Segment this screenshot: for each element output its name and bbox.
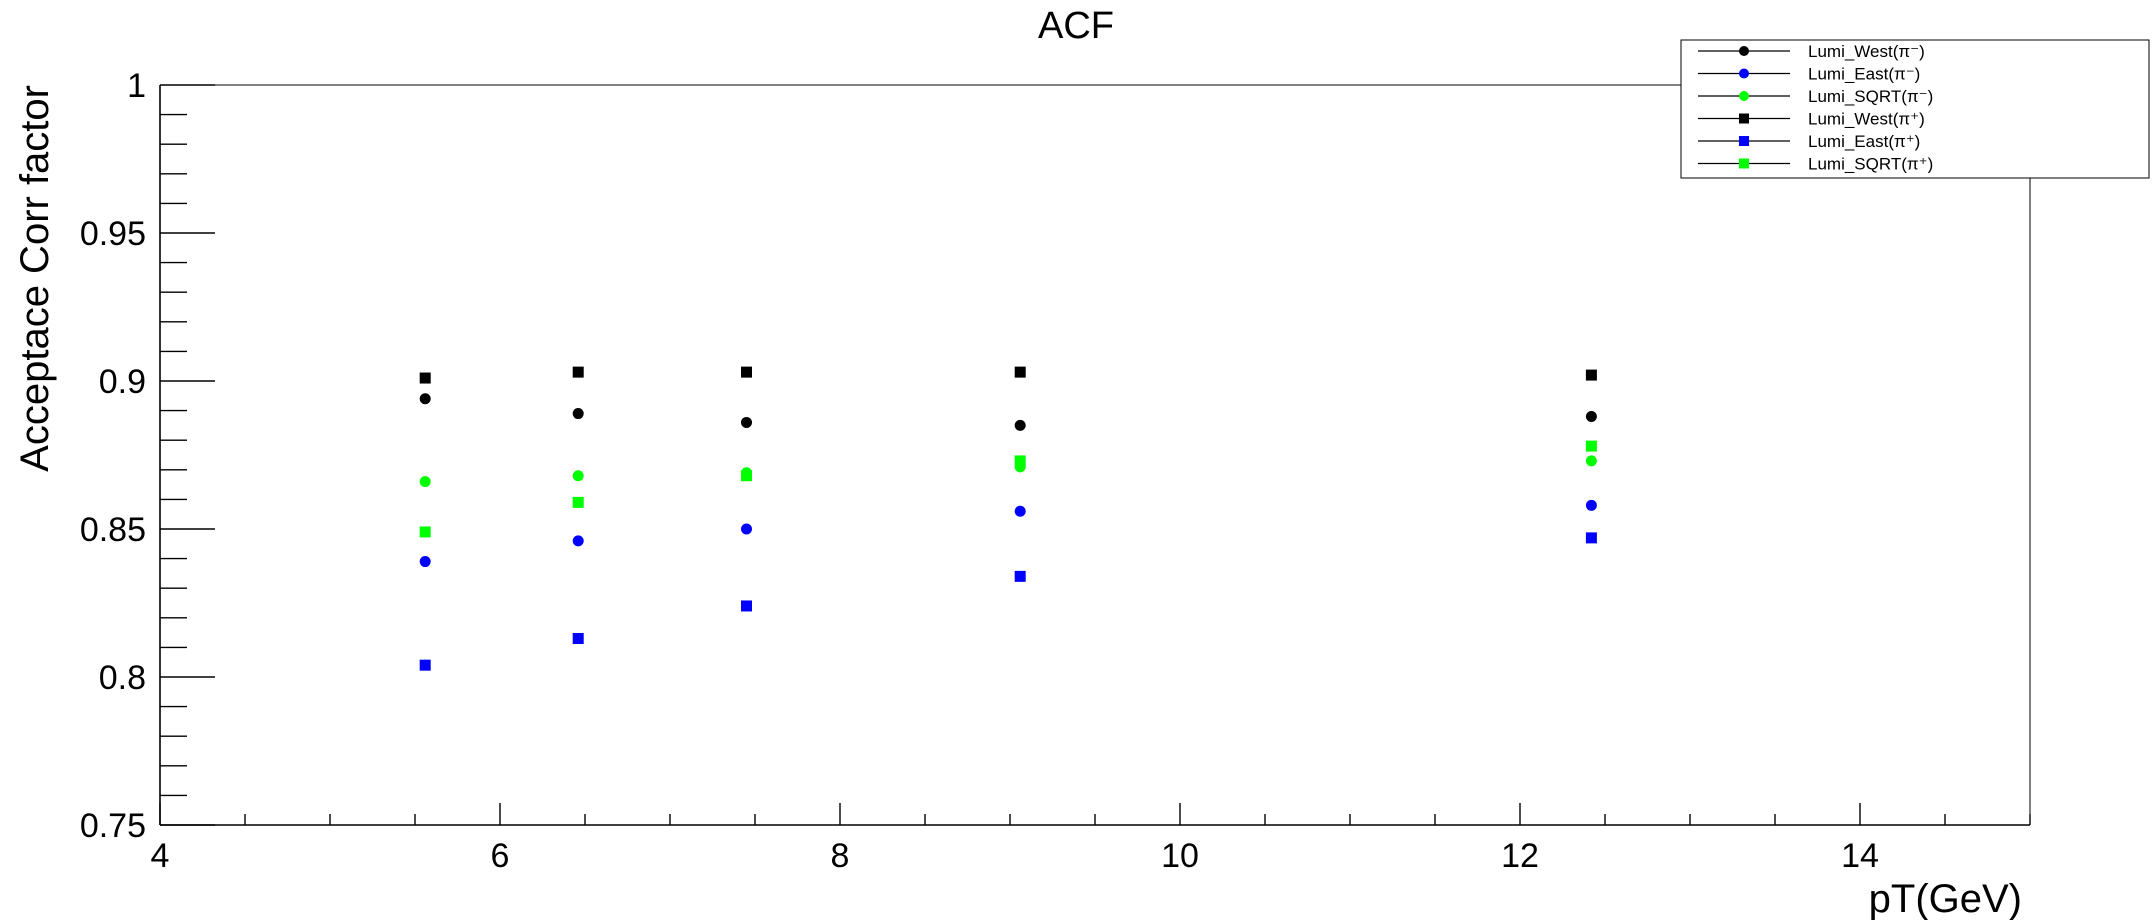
legend-label: Lumi_East(π⁺) [1808, 132, 1920, 151]
series-2-point [419, 476, 431, 488]
series-5-point [419, 526, 431, 538]
x-tick-label: 8 [831, 837, 850, 875]
series-1-point [1014, 505, 1026, 517]
series-0-point [1014, 419, 1026, 431]
y-tick-label: 0.75 [80, 807, 146, 845]
series-1-point [572, 535, 584, 547]
series-1-point [419, 556, 431, 568]
legend-label: Lumi_West(π⁺) [1808, 110, 1925, 129]
legend-marker [1739, 113, 1749, 124]
legend-box [1680, 39, 2150, 179]
series-2-point [1585, 455, 1597, 467]
legend-label: Lumi_East(π⁻) [1808, 65, 1920, 84]
legend: Lumi_West(π⁻) Lumi_East(π⁻) Lumi_SQRT(π⁻) L… [1680, 39, 2150, 179]
series-0-point [419, 393, 431, 405]
series-0-point [572, 408, 584, 420]
series-3-point [741, 366, 752, 378]
legend-marker [1739, 68, 1749, 79]
legend-label: Lumi_West(π⁻) [1808, 42, 1925, 61]
x-tick-label: 6 [491, 837, 510, 875]
legend-marker [1739, 158, 1749, 169]
chart-title: ACF [1038, 5, 1114, 47]
y-tick-label: 1 [127, 67, 146, 105]
series-5-point [572, 496, 584, 508]
series-1-point [741, 523, 752, 535]
series-4-point [572, 633, 584, 645]
legend-label: Lumi_SQRT(π⁺) [1808, 155, 1933, 174]
y-tick-label: 0.8 [99, 659, 146, 697]
x-axis-tick-labels: 4 6 8 10 12 14 [151, 837, 1879, 875]
series-4-point [1014, 570, 1026, 582]
x-axis-ticks [159, 803, 2031, 825]
series-4-point [419, 659, 431, 671]
legend-marker [1739, 136, 1749, 146]
series-3-point [419, 372, 431, 384]
series-1-point [1585, 499, 1597, 511]
series-4-point [1585, 532, 1597, 544]
series-0-point [741, 416, 752, 428]
series-3-point [1585, 369, 1597, 381]
y-tick-label: 0.95 [80, 215, 146, 253]
series-5-point [1014, 455, 1026, 467]
series-5-point [1585, 440, 1597, 452]
legend-marker [1739, 91, 1749, 101]
legend-label: Lumi_SQRT(π⁻) [1808, 87, 1933, 106]
series-0-point [1585, 411, 1597, 423]
x-tick-label: 10 [1161, 837, 1199, 875]
y-axis-title: Acceptace Corr factor [13, 85, 57, 472]
data-points [419, 366, 1597, 671]
x-axis-title: pT(GeV) [1869, 877, 2022, 920]
x-tick-label: 4 [151, 837, 170, 875]
x-tick-label: 14 [1841, 837, 1879, 875]
series-3-point [1014, 366, 1026, 378]
y-tick-label: 0.9 [99, 363, 146, 401]
x-tick-label: 12 [1501, 837, 1539, 875]
y-axis-ticks [160, 84, 215, 826]
series-4-point [741, 600, 752, 612]
series-3-point [572, 366, 584, 378]
legend-entries: Lumi_West(π⁻) Lumi_East(π⁻) Lumi_SQRT(π⁻) L… [1698, 42, 1933, 174]
y-tick-label: 0.85 [80, 511, 146, 549]
series-5-point [741, 470, 752, 482]
series-2-point [572, 470, 584, 482]
y-axis-tick-labels: 0.75 0.8 0.85 0.9 0.95 1 [80, 67, 146, 845]
legend-marker [1739, 46, 1749, 56]
